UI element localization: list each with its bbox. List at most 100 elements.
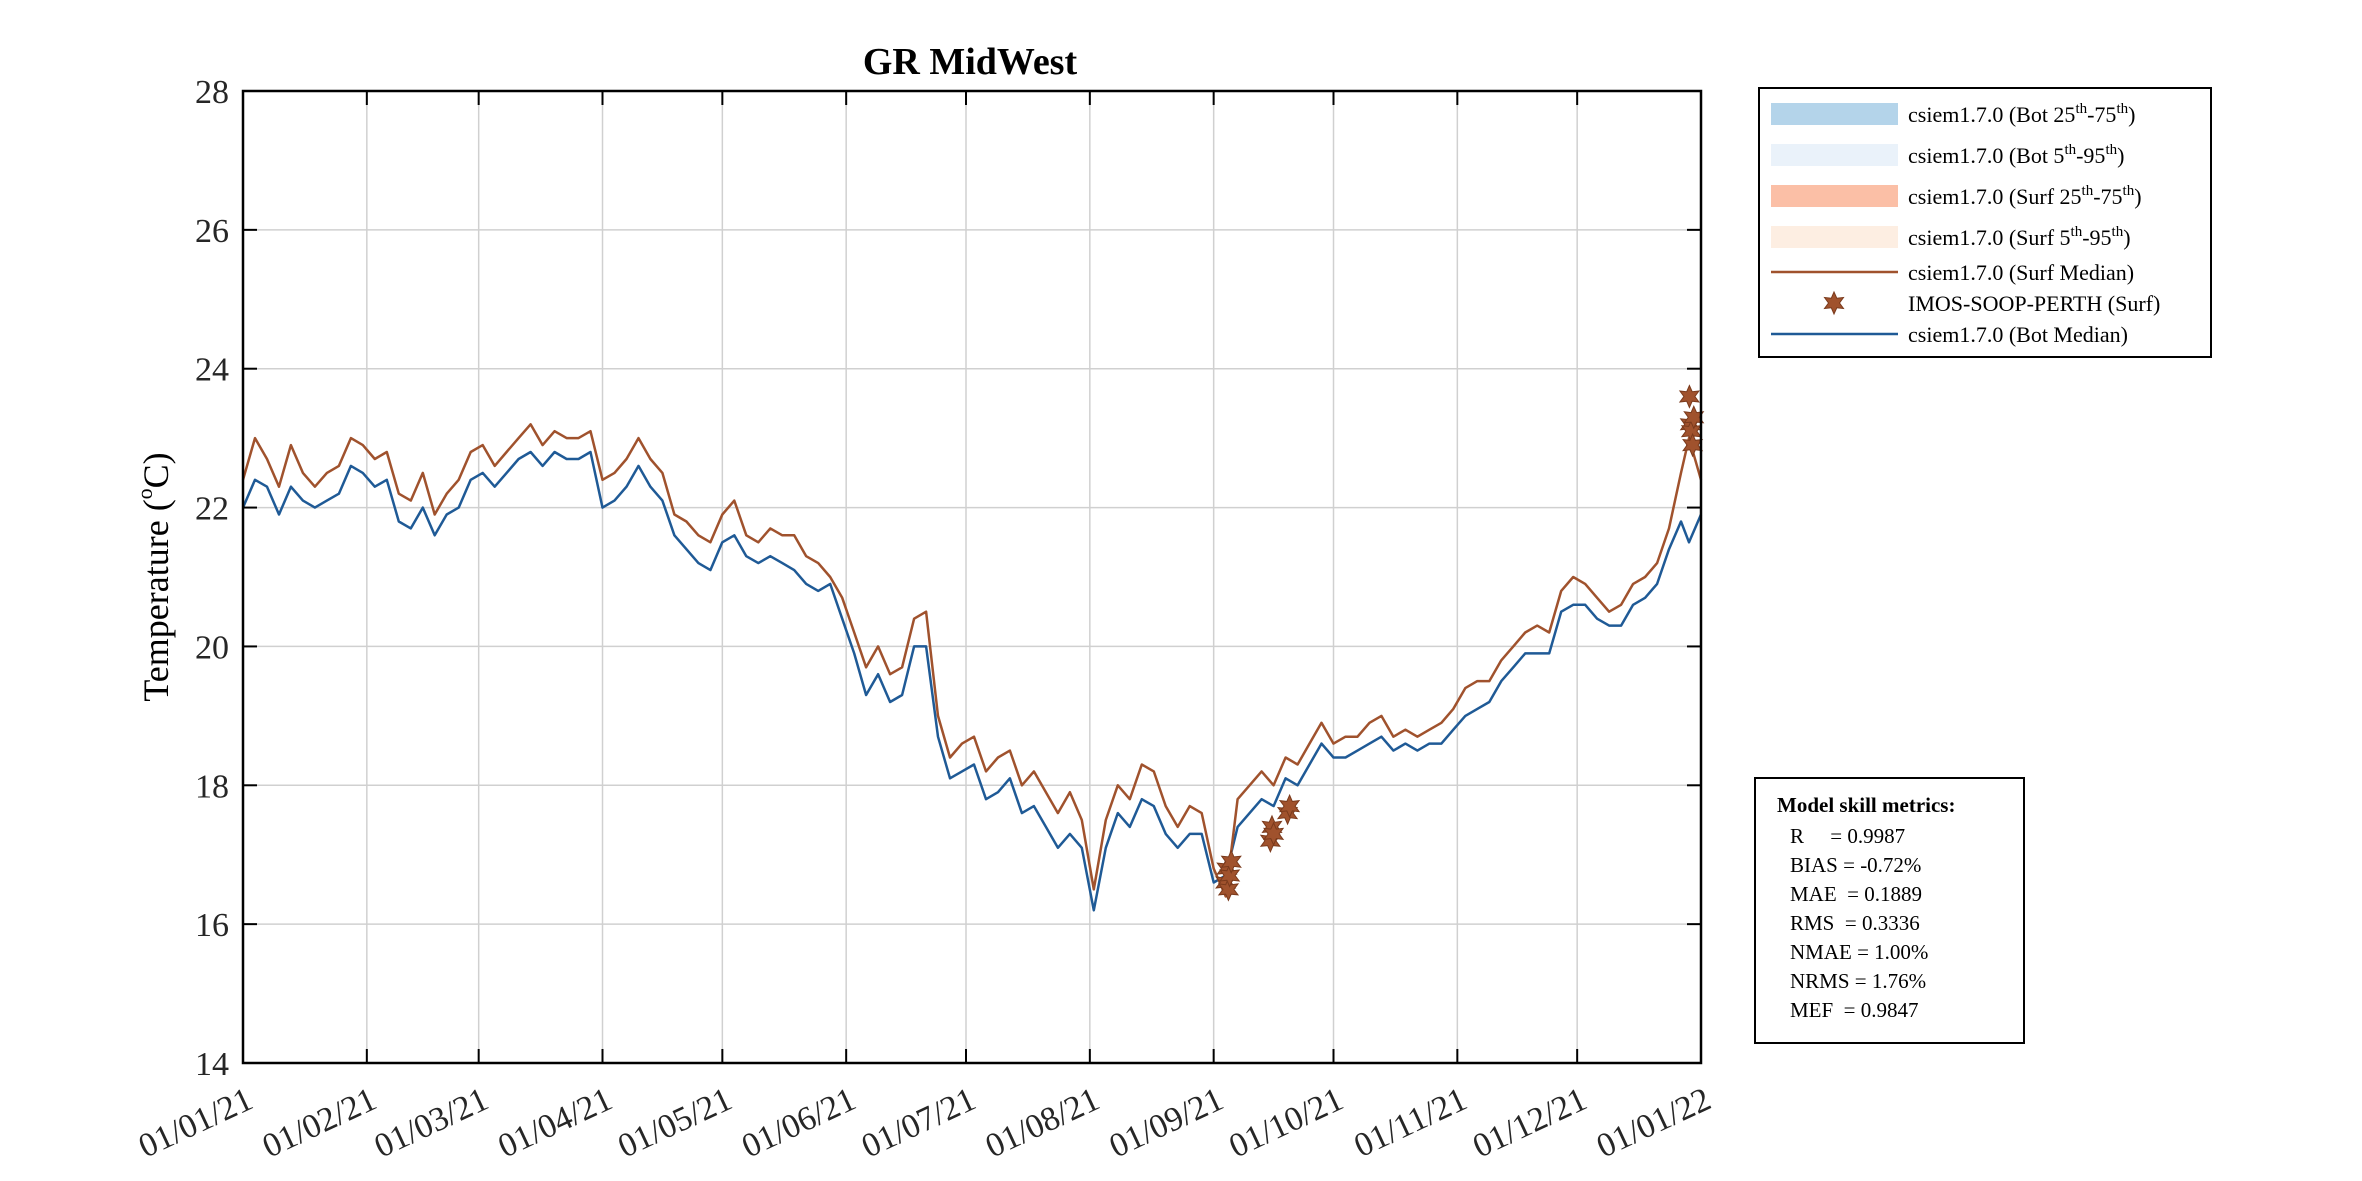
x-tick-label: 01/01/21 [133,1081,258,1166]
legend-label-part: csiem1.7.0 (Surf 5 [1908,225,2071,250]
legend-label-part: th [2064,142,2076,158]
plot-area [241,89,1705,1065]
legend-label-part: ) [2117,143,2124,168]
grid-lines [242,90,1702,1064]
chart-title: GR MidWest [863,41,1078,83]
x-tick-label: 01/04/21 [493,1081,618,1166]
x-tick-label: 01/07/21 [856,1081,981,1166]
x-tick-label: 01/05/21 [613,1081,738,1166]
x-tick-label: 01/08/21 [980,1081,1105,1166]
axis-ticks [242,90,1702,1064]
y-tick-label: 24 [195,352,229,389]
x-tick-label: 01/12/21 [1467,1081,1592,1166]
y-tick-label: 28 [195,74,229,111]
y-tick-label: 20 [195,629,229,666]
y-tick-label: 22 [195,491,229,528]
legend-label-part: IMOS-SOOP-PERTH (Surf) [1908,291,2160,316]
legend-label-part: -75 [2087,102,2116,127]
legend-item: csiem1.7.0 (Bot Median) [1771,322,2128,347]
legend-label-part: csiem1.7.0 (Bot 25 [1908,102,2075,127]
svg-text:Temperature (oC): Temperature (oC) [132,452,176,701]
metrics-heading: Model skill metrics: [1777,793,1955,817]
legend-item: IMOS-SOOP-PERTH (Surf) [1823,290,2160,316]
y-tick-labels: 14 16 18 20 22 24 26 28 [195,74,229,1083]
skill-metrics-box: Model skill metrics: R = 0.9987 BIAS = -0… [1754,777,2025,1044]
metric-line: MAE = 0.1889 [1790,882,1922,906]
observation-point [1219,863,1241,888]
legend-item: csiem1.7.0 (Bot 25th-75th) [1771,101,2135,127]
legend-item: csiem1.7.0 (Surf 25th-75th) [1771,183,2142,209]
observation-point [1263,821,1285,847]
metric-line: RMS = 0.3336 [1790,911,1920,935]
legend-label-part: -75 [2093,184,2122,209]
y-tick-label: 26 [195,213,229,250]
y-axis-label-degree: o [132,488,157,499]
metric-line: NRMS = 1.76% [1790,969,1926,993]
observation-point [1278,793,1301,819]
observation-point [1683,405,1705,430]
bot-median-line [241,450,1703,912]
x-tick-label: 01/06/21 [736,1081,861,1166]
x-tick-label: 01/03/21 [369,1081,494,1166]
series-layer [241,423,1703,912]
legend-label-part: th [2071,224,2083,240]
legend-label-part: ) [2128,102,2135,127]
legend-label: csiem1.7.0 (Bot 25th-75th) [1908,101,2135,127]
legend-marker [1823,290,1845,316]
legend-box [1758,87,2212,358]
y-axis-label: Temperature (oC) [132,452,176,701]
legend-label: csiem1.7.0 (Bot Median) [1908,322,2128,347]
legend-label-part: th [2116,101,2128,117]
y-axis-label-main: Temperature ( [136,499,176,701]
x-tick-label: 01/09/21 [1104,1081,1229,1166]
legend-item: csiem1.7.0 (Surf Median) [1771,260,2134,285]
legend-label-part: th [2082,183,2094,199]
legend-label: csiem1.7.0 (Surf 25th-75th) [1908,183,2142,209]
x-tick-label: 01/11/21 [1349,1081,1473,1165]
observation-point [1678,384,1700,409]
x-tick-label: 01/01/22 [1591,1081,1716,1166]
legend: csiem1.7.0 (Bot 25th-75th)csiem1.7.0 (Bo… [1758,87,2212,358]
legend-label-part: csiem1.7.0 (Bot 5 [1908,143,2064,168]
legend-item: csiem1.7.0 (Bot 5th-95th) [1771,142,2124,168]
legend-label-part: csiem1.7.0 (Bot Median) [1908,322,2128,347]
legend-label-part: csiem1.7.0 (Surf 25 [1908,184,2082,209]
metric-line: MEF = 0.9847 [1790,998,1919,1022]
legend-label-part: th [2112,224,2124,240]
plot-background [243,91,1701,1063]
y-tick-label: 16 [195,907,229,944]
legend-label-part: -95 [2076,143,2105,168]
legend-label-part: ) [2123,225,2130,250]
observation-point [1217,877,1240,902]
x-tick-labels: 01/01/2101/02/2101/03/2101/04/2101/05/21… [133,1081,1716,1166]
x-tick-label: 01/10/21 [1224,1081,1349,1166]
legend-label-part: th [2123,183,2135,199]
y-tick-label: 18 [195,768,229,805]
surf-median-line [241,423,1703,898]
legend-label-part: th [2105,142,2117,158]
observation-markers [1215,384,1705,902]
legend-item: csiem1.7.0 (Surf 5th-95th) [1771,224,2131,250]
legend-label: csiem1.7.0 (Surf 5th-95th) [1908,224,2131,250]
metric-line: BIAS = -0.72% [1790,853,1921,877]
legend-label: csiem1.7.0 (Surf Median) [1908,260,2134,285]
metrics-frame [1754,777,2025,1044]
legend-label: csiem1.7.0 (Bot 5th-95th) [1908,142,2124,168]
y-axis-label-unit: C) [136,452,176,488]
legend-swatch [1771,185,1898,207]
legend-label-part: -95 [2082,225,2111,250]
legend-swatch [1771,103,1898,125]
metric-line: R = 0.9987 [1790,824,1905,848]
legend-label-part: csiem1.7.0 (Surf Median) [1908,260,2134,285]
plot-frame [241,89,1703,1065]
legend-label-part: ) [2134,184,2141,209]
legend-label: IMOS-SOOP-PERTH (Surf) [1908,291,2160,316]
y-tick-label: 14 [195,1046,229,1083]
legend-swatch [1771,144,1898,166]
legend-swatch [1771,226,1898,248]
legend-label-part: th [2075,101,2087,117]
x-tick-label: 01/02/21 [257,1081,382,1166]
observation-point [1220,849,1242,874]
metric-line: NMAE = 1.00% [1790,940,1928,964]
